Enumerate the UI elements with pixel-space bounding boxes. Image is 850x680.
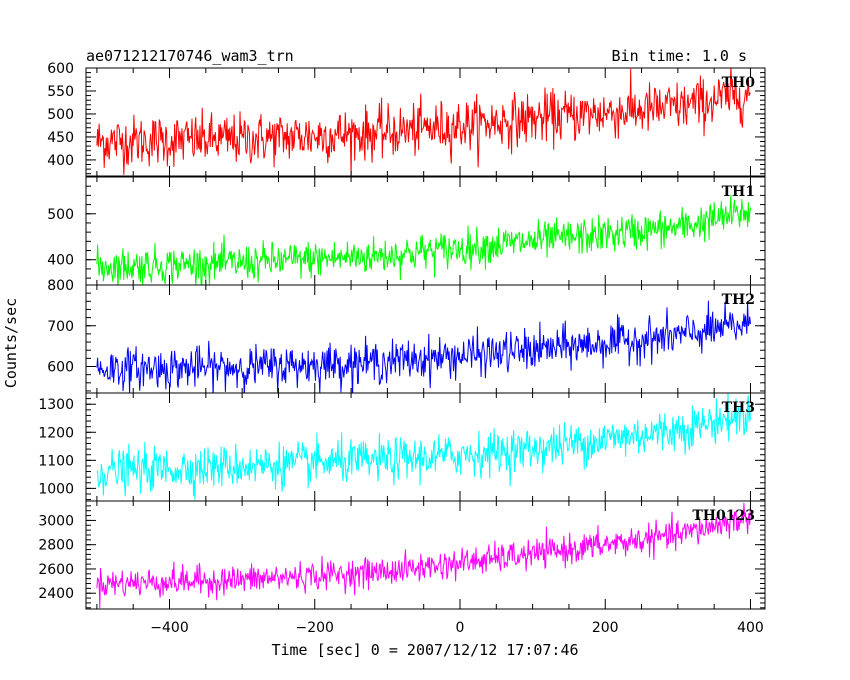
x-tick-label: 0: [456, 620, 465, 636]
panel-th0: 400 450 500 550 600 TH0: [47, 61, 766, 177]
y-tick-label: 600: [47, 61, 74, 77]
x-tick-label: −200: [296, 620, 334, 636]
panel-th0123: 2400 2600 2800 3000 TH0123: [38, 500, 766, 610]
y-tick-label: 500: [47, 207, 74, 223]
panel-label: TH3: [722, 400, 755, 416]
bin-time-label: Bin time: 1.0 s: [612, 47, 747, 65]
series-line-th3: [96, 393, 751, 500]
y-tick-label: 1000: [38, 481, 74, 497]
x-tick-label: −400: [150, 620, 188, 636]
y-tick-label: 600: [47, 360, 74, 376]
panel-th2: 600 700 800 TH2: [47, 278, 766, 394]
series-line-th0123: [96, 502, 751, 609]
y-tick-label: 1100: [38, 453, 74, 469]
y-tick-label: 550: [47, 84, 74, 100]
y-tick-label: 800: [47, 278, 74, 294]
series-line-th0: [96, 68, 751, 176]
panel-label: TH2: [722, 292, 755, 308]
x-axis: −400 −200 0 200 400: [150, 620, 764, 636]
x-axis-label: Time [sec] 0 = 2007/12/12 17:07:46: [271, 641, 578, 659]
y-tick-label: 2400: [38, 586, 74, 602]
x-tick-label: 400: [737, 620, 764, 636]
y-tick-label: 450: [47, 130, 74, 146]
panel-frame: [85, 500, 766, 610]
x-tick-label: 200: [592, 620, 619, 636]
y-tick-label: 2600: [38, 562, 74, 578]
y-tick-label: 400: [47, 153, 74, 169]
chart-title: ae071212170746_wam3_trn: [86, 47, 294, 65]
panel-label: TH0: [722, 75, 756, 91]
y-tick-label: 1200: [38, 425, 74, 441]
panel-label: TH1: [722, 184, 755, 200]
y-tick-label: 1300: [38, 397, 74, 413]
series-line-th2: [96, 300, 751, 393]
y-tick-label: 400: [47, 253, 74, 269]
panel-th3: 1000 1100 1200 1300 TH3: [38, 392, 766, 502]
y-tick-label: 700: [47, 319, 74, 335]
y-tick-label: 3000: [38, 513, 74, 529]
panel-label: TH0123: [692, 508, 755, 524]
y-tick-label: 500: [47, 107, 74, 123]
y-tick-label: 2800: [38, 538, 74, 554]
panels-group: 400 450 500 550 600 TH0 400 500 TH1 600 700 800 TH2 1…: [38, 61, 766, 610]
panel-th1: 400 500 TH1: [47, 176, 766, 286]
y-axis-label: Counts/sec: [2, 298, 20, 388]
panel-frame: [85, 67, 766, 177]
